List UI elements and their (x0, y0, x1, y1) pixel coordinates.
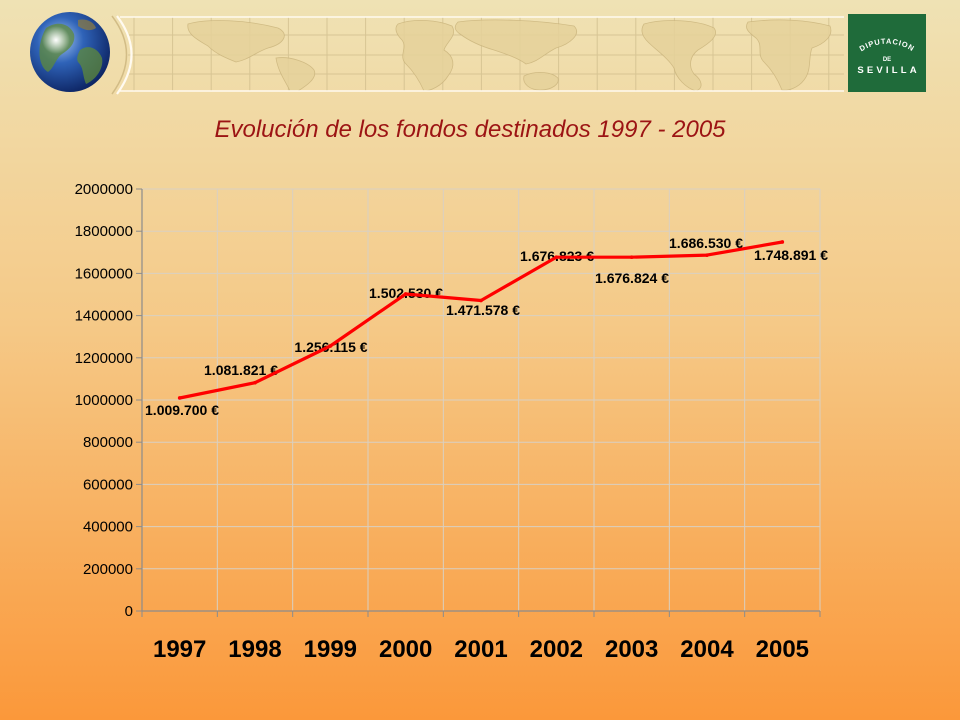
data-point (403, 292, 408, 296)
map-frame-curve (111, 15, 128, 95)
data-point (253, 380, 257, 385)
x-tick-label: 2002 (530, 636, 583, 663)
map-landmass (746, 19, 832, 91)
x-tick-label: 2000 (379, 636, 432, 663)
logo-background (848, 14, 926, 92)
data-point (629, 255, 634, 259)
y-tick-label: 1400000 (75, 308, 133, 325)
x-tick-label: 1998 (228, 636, 281, 663)
y-tick-label: 1000000 (75, 392, 133, 409)
data-point (479, 298, 483, 303)
series-line (178, 240, 784, 400)
map-landmass (395, 20, 454, 92)
logo-bottom-text: SEVILLA (857, 65, 920, 76)
y-tick-label: 0 (125, 603, 133, 620)
map-landmass (454, 19, 577, 65)
data-label: 1.686.530 € (669, 235, 743, 251)
data-labels: 1.009.700 €1.081.821 €1.256.115 €1.502.5… (145, 235, 828, 418)
data-point (780, 240, 785, 244)
x-tick-label: 1999 (304, 636, 357, 663)
y-tick-label: 400000 (83, 519, 133, 536)
y-tick-label: 1800000 (75, 223, 133, 240)
chart-title: Evolución de los fondos destinados 1997 … (214, 116, 726, 143)
x-tick-label: 2003 (605, 636, 658, 663)
data-label: 1.081.821 € (204, 362, 278, 378)
map-frame-curve (116, 15, 133, 95)
globe-highlight (42, 26, 70, 54)
y-tick-label: 1200000 (75, 350, 133, 367)
data-label: 1.748.891 € (754, 247, 828, 263)
x-tick-label: 1997 (153, 636, 206, 663)
data-point (177, 396, 182, 400)
data-label: 1.471.578 € (446, 302, 520, 318)
data-points (177, 240, 785, 400)
world-map-icon (111, 15, 844, 95)
map-landmasses (187, 19, 832, 92)
x-tick-label: 2004 (680, 636, 734, 663)
y-tick-label: 600000 (83, 476, 133, 493)
y-tick-label: 2000000 (75, 181, 133, 198)
map-landmass (641, 20, 716, 92)
map-landmass (275, 57, 316, 92)
data-point (705, 253, 709, 257)
data-point (554, 255, 559, 259)
globe-icon (30, 12, 110, 92)
y-tick-label: 800000 (83, 434, 133, 451)
x-tick-label: 2001 (454, 636, 507, 663)
logo-middle-text: DE (883, 57, 891, 63)
data-point (328, 344, 333, 348)
map-landmass (523, 72, 559, 91)
y-tick-label: 1600000 (75, 265, 133, 282)
y-tick-label: 200000 (83, 561, 133, 578)
x-tick-label: 2005 (756, 636, 809, 663)
chart-grid (136, 188, 821, 617)
map-landmass (187, 20, 285, 63)
diputacion-logo: DIPUTACION DE SEVILLA (848, 14, 926, 92)
chart-labels: 0 200000 400000 600000 800000 1000000 1200000 1… (75, 181, 809, 663)
data-label: 1.676.824 € (595, 270, 669, 286)
data-label: 1.009.700 € (145, 402, 219, 418)
